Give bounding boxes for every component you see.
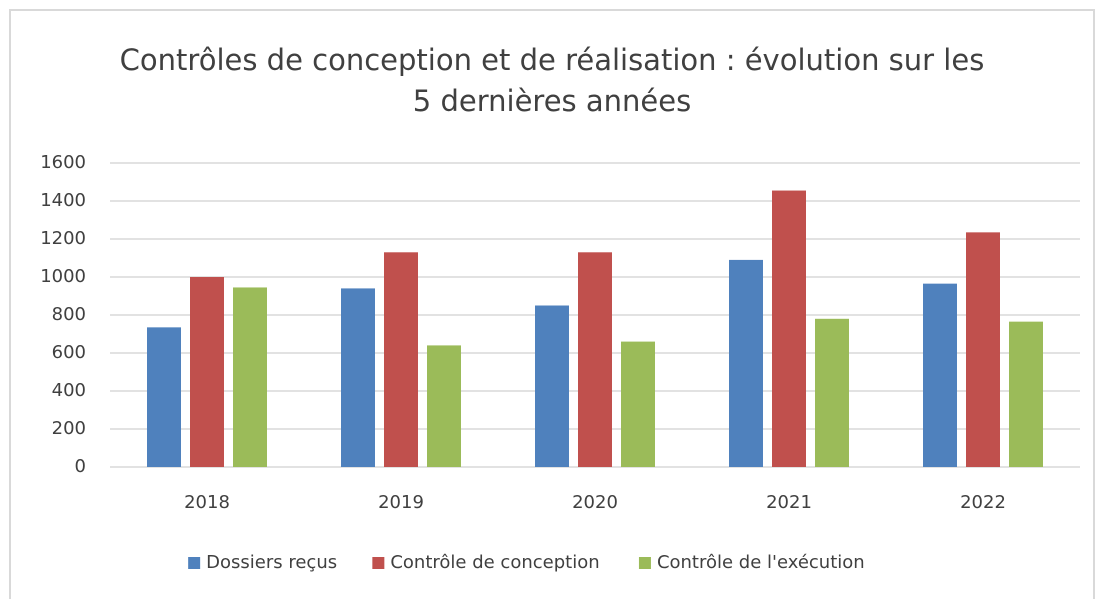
bar: [729, 259, 763, 467]
bar: [341, 288, 375, 467]
y-tick-label: 600: [52, 342, 86, 363]
x-tick-label: 2021: [766, 492, 812, 513]
bar: [621, 341, 655, 467]
bar: [190, 277, 224, 467]
x-tick-label: 2022: [960, 492, 1006, 513]
legend-swatch: [372, 557, 385, 569]
x-tick-label: 2020: [572, 492, 618, 513]
y-tick-label: 1000: [40, 266, 86, 287]
legend-label: Contrôle de l'exécution: [657, 552, 865, 573]
legend-label: Dossiers reçus: [206, 552, 337, 573]
legend-swatch: [638, 557, 651, 569]
title-box: Contrôles de conception et de réalisatio…: [0, 40, 1104, 122]
y-tick-label: 1200: [40, 228, 86, 249]
bar: [578, 252, 612, 467]
y-tick-label: 1600: [40, 152, 86, 173]
x-tick-label: 2019: [378, 492, 424, 513]
y-tick-label: 0: [75, 456, 86, 477]
chart-title: Contrôles de conception et de réalisatio…: [119, 43, 985, 118]
bar: [772, 190, 806, 468]
y-tick-label: 800: [52, 304, 86, 325]
bar: [1009, 321, 1043, 467]
legend-label: Contrôle de conception: [390, 552, 599, 573]
y-tick-label: 400: [52, 380, 86, 401]
bar: [966, 232, 1000, 467]
y-tick-label: 200: [52, 418, 86, 439]
bar: [427, 345, 461, 467]
y-tick-label: 1400: [40, 190, 86, 211]
bar: [384, 252, 418, 467]
bar: [535, 305, 569, 467]
bar: [147, 327, 181, 467]
legend-swatch: [188, 557, 201, 569]
bar: [923, 283, 957, 467]
bar: [815, 318, 849, 467]
x-tick-label: 2018: [184, 492, 230, 513]
bar: [233, 287, 267, 467]
